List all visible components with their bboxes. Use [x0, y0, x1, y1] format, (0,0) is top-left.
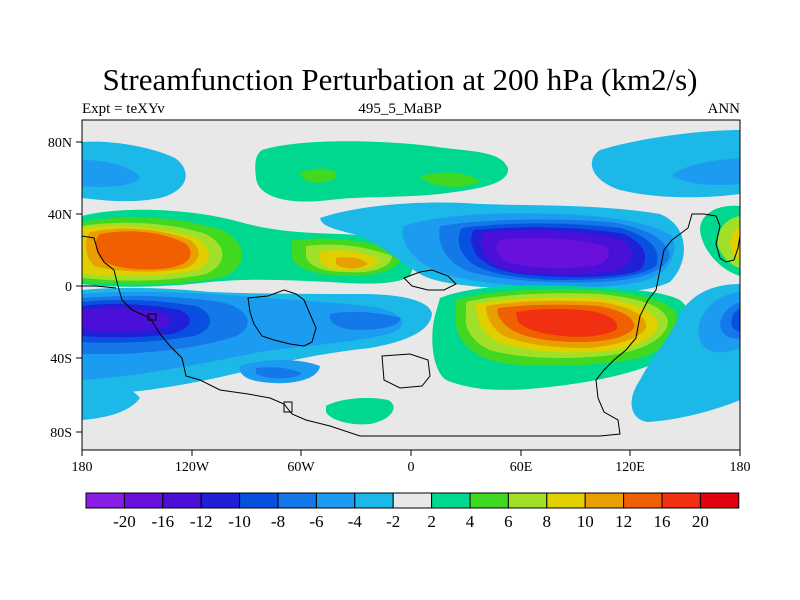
north-green-region: [255, 141, 509, 202]
colorbar-level-label: 12: [615, 512, 632, 531]
colorbar-level-label: 6: [504, 512, 513, 531]
colorbar-level-label: -2: [386, 512, 400, 531]
lat-tick-0: 0: [65, 280, 72, 295]
colorbar-level-label: -4: [348, 512, 363, 531]
colorbar-level-label: -20: [113, 512, 136, 531]
colorbar-level-label: -6: [309, 512, 323, 531]
case-label: 495_5_MaBP: [358, 101, 442, 117]
colorbar-swatch: [239, 492, 279, 509]
colorbar-level-label: 2: [427, 512, 436, 531]
colorbar-swatch: [431, 492, 471, 509]
colorbar-swatch: [623, 492, 663, 509]
lat-tick-80n: 80N: [48, 136, 72, 151]
colorbar-level-label: 8: [543, 512, 552, 531]
lon-tick-180w: 180: [72, 460, 93, 475]
ne-blue-region: [672, 158, 740, 186]
colorbar-swatch: [699, 492, 740, 509]
colorbar-swatch: [315, 492, 356, 509]
plot-title: Streamfunction Perturbation at 200 hPa (…: [102, 62, 698, 97]
colorbar-level-label: 4: [466, 512, 475, 531]
colorbar-swatch: [123, 492, 164, 509]
colorbar-swatch: [469, 492, 509, 509]
colorbar-level-label: 20: [692, 512, 709, 531]
colorbar-swatch: [546, 492, 586, 509]
season-label: ANN: [707, 101, 741, 117]
contour-field: [82, 120, 740, 450]
lon-tick-60e: 60E: [510, 460, 533, 475]
lat-tick-80s: 80S: [50, 426, 72, 441]
colorbar-swatch: [85, 492, 125, 509]
north-inner-green-2: [420, 172, 480, 187]
lat-tick-40s: 40S: [50, 352, 72, 367]
colorbar-swatch: [661, 492, 701, 509]
lon-tick-120w: 120W: [175, 460, 210, 475]
colorbar-swatch: [354, 492, 394, 509]
colorbar-swatch: [507, 492, 548, 509]
north-inner-green: [300, 168, 337, 183]
colorbar-swatch: [277, 492, 317, 509]
lon-tick-180e: 180: [730, 460, 751, 475]
lat-axis: 80N 40N 0 40S 80S: [48, 136, 82, 441]
colorbar-swatch: [392, 492, 433, 509]
colorbar-level-label: -10: [228, 512, 251, 531]
colorbar: -20 -16 -12 -10 -8 -6 -4 -2 2 4 6 8 10 12 16 20: [85, 492, 740, 531]
lon-tick-0: 0: [408, 460, 415, 475]
coastlines: [82, 213, 740, 437]
colorbar-swatch: [584, 492, 625, 509]
lat-tick-40n: 40N: [48, 208, 72, 223]
colorbar-swatch: [200, 492, 241, 509]
colorbar-level-label: -8: [271, 512, 285, 531]
colorbar-level-label: 16: [654, 512, 671, 531]
nw-blue-region: [82, 160, 140, 188]
colorbar-swatch: [162, 492, 202, 509]
colorbar-level-label: 10: [577, 512, 594, 531]
lon-tick-60w: 60W: [287, 460, 315, 475]
colorbar-level-label: -16: [151, 512, 174, 531]
colorbar-level-label: -12: [190, 512, 213, 531]
experiment-label: Expt = teXYv: [82, 101, 165, 117]
lon-tick-120e: 120E: [615, 460, 645, 475]
lon-axis: 180 120W 60W 0 60E 120E 180: [72, 450, 751, 475]
